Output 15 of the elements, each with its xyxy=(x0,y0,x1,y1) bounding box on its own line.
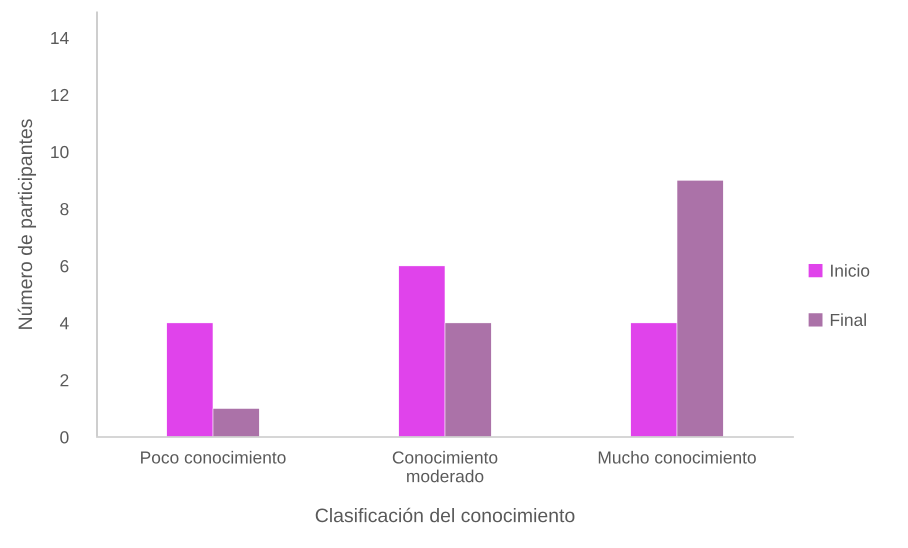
y-tick-label: 12 xyxy=(51,88,68,102)
x-tick-label: Poco conocimiento xyxy=(141,450,286,464)
legend-label: Final xyxy=(830,313,866,326)
y-tick-label: 10 xyxy=(51,146,69,158)
y-tick-label: 4 xyxy=(60,317,69,330)
x-axis-title: Clasificación del conocimiento xyxy=(316,508,574,522)
y-tick-label: 6 xyxy=(60,260,68,272)
y-axis-title: Número de participantes xyxy=(18,119,36,329)
y-tick-label: 2 xyxy=(60,374,68,386)
y-tick-label: 0 xyxy=(60,431,69,444)
y-tick-label: 8 xyxy=(60,202,68,216)
legend-label: Inicio xyxy=(831,264,870,277)
x-tick-label: Conocimiento moderado xyxy=(392,450,498,482)
y-tick-label: 14 xyxy=(51,32,69,44)
x-tick-label: Mucho conocimiento xyxy=(598,450,756,464)
